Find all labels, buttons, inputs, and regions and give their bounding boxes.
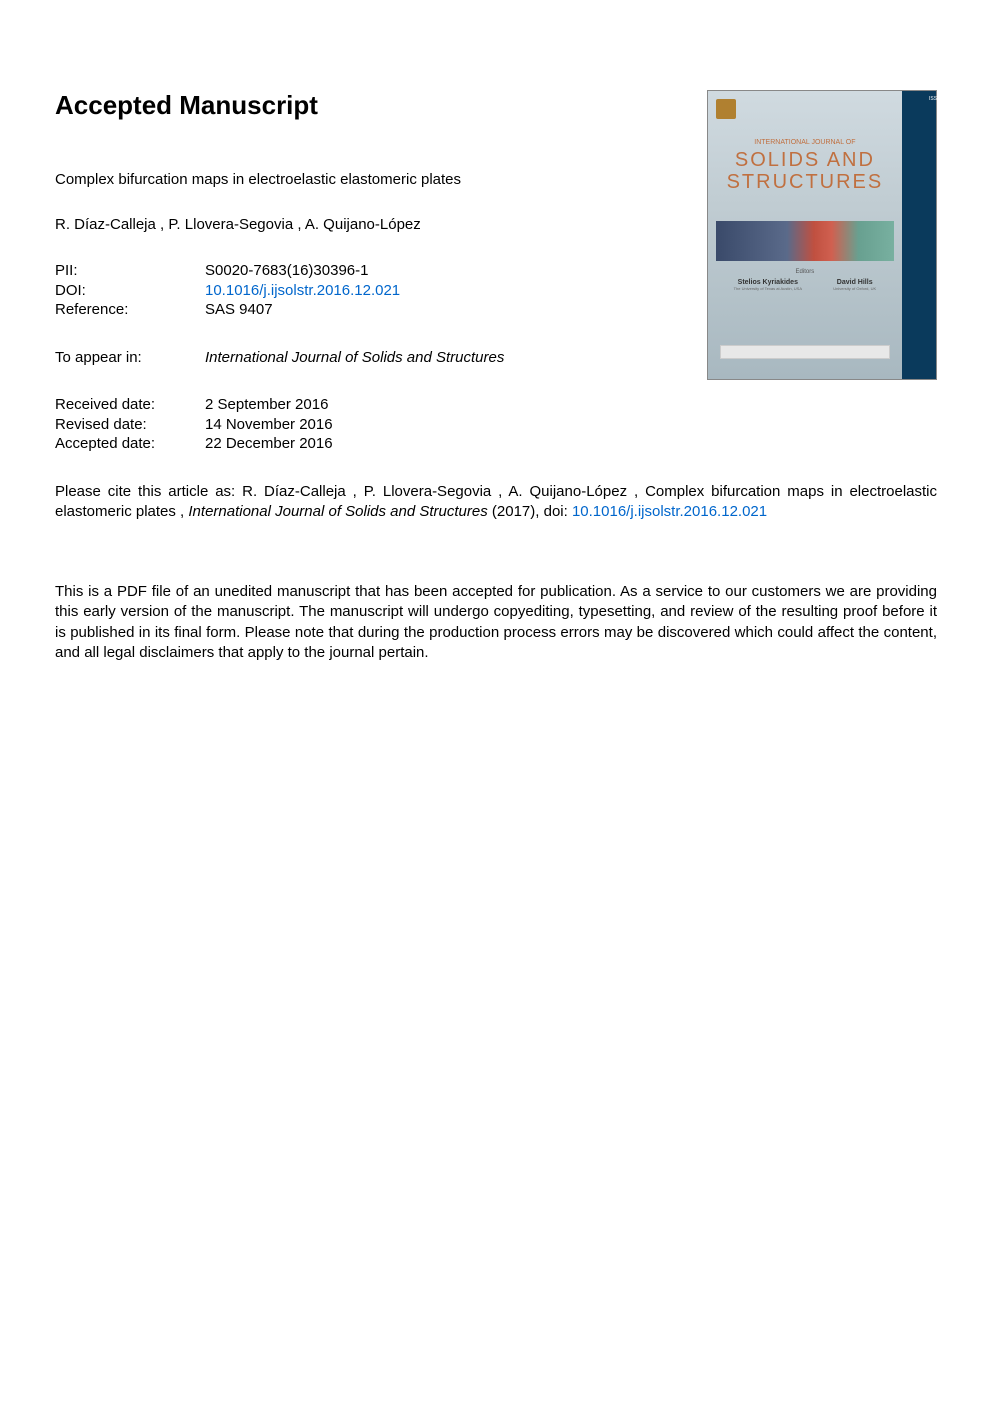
cover-editor-2-affil: University of Oxford, UK — [833, 286, 876, 291]
revised-row: Revised date: 14 November 2016 — [55, 415, 655, 435]
cover-editor-1-name: Stelios Kyriakides — [734, 279, 802, 286]
appear-label: To appear in: — [55, 348, 205, 368]
cover-journal-title: SOLIDS AND STRUCTURES — [708, 149, 902, 193]
cover-title-line1: SOLIDS AND — [708, 149, 902, 171]
doi-label: DOI: — [55, 281, 205, 301]
reference-value: SAS 9407 — [205, 300, 655, 320]
cover-issn: ISSN 0020-7683 — [929, 96, 966, 102]
revised-value: 14 November 2016 — [205, 415, 655, 435]
pii-row: PII: S0020-7683(16)30396-1 — [55, 261, 655, 281]
citation-block: Please cite this article as: R. Díaz-Cal… — [55, 482, 937, 523]
received-label: Received date: — [55, 395, 205, 415]
appear-row: To appear in: International Journal of S… — [55, 348, 655, 368]
accepted-value: 22 December 2016 — [205, 434, 655, 454]
received-value: 2 September 2016 — [205, 395, 655, 415]
accepted-row: Accepted date: 22 December 2016 — [55, 434, 655, 454]
citation-doi-link[interactable]: 10.1016/j.ijsolstr.2016.12.021 — [572, 503, 767, 520]
pii-label: PII: — [55, 261, 205, 281]
reference-label: Reference: — [55, 300, 205, 320]
cover-image-area — [716, 221, 894, 261]
pii-value: S0020-7683(16)30396-1 — [205, 261, 655, 281]
cover-editor-2: David Hills University of Oxford, UK — [833, 279, 876, 291]
cover-journal-label: INTERNATIONAL JOURNAL OF — [708, 139, 902, 146]
article-title: Complex bifurcation maps in electroelast… — [55, 171, 655, 188]
cover-bottom-box — [720, 345, 890, 359]
received-row: Received date: 2 September 2016 — [55, 395, 655, 415]
publisher-logo-icon — [716, 99, 736, 119]
metadata-block-1: PII: S0020-7683(16)30396-1 DOI: 10.1016/… — [55, 261, 655, 320]
doi-row: DOI: 10.1016/j.ijsolstr.2016.12.021 — [55, 281, 655, 301]
metadata-block-3: Received date: 2 September 2016 Revised … — [55, 395, 655, 454]
metadata-block-2: To appear in: International Journal of S… — [55, 348, 655, 368]
appear-value: International Journal of Solids and Stru… — [205, 348, 655, 368]
authors: R. Díaz-Calleja , P. Llovera-Segovia , A… — [55, 216, 655, 233]
cover-inner: INTERNATIONAL JOURNAL OF SOLIDS AND STRU… — [708, 91, 902, 379]
cover-editors: Stelios Kyriakides The University of Tex… — [708, 279, 902, 291]
cover-editor-2-name: David Hills — [833, 279, 876, 286]
cover-editors-label: Editors — [708, 269, 902, 275]
doi-link[interactable]: 10.1016/j.ijsolstr.2016.12.021 — [205, 281, 655, 301]
cover-editor-1-affil: The University of Texas at Austin, USA — [734, 286, 802, 291]
accepted-label: Accepted date: — [55, 434, 205, 454]
citation-year: (2017), doi: — [488, 503, 572, 520]
main-content: Complex bifurcation maps in electroelast… — [55, 171, 655, 454]
revised-label: Revised date: — [55, 415, 205, 435]
cover-title-line2: STRUCTURES — [708, 171, 902, 193]
cover-editor-1: Stelios Kyriakides The University of Tex… — [734, 279, 802, 291]
disclaimer-block: This is a PDF file of an unedited manusc… — [55, 582, 937, 663]
journal-cover-thumbnail: INTERNATIONAL JOURNAL OF SOLIDS AND STRU… — [707, 90, 937, 380]
reference-row: Reference: SAS 9407 — [55, 300, 655, 320]
citation-journal: International Journal of Solids and Stru… — [188, 503, 487, 520]
